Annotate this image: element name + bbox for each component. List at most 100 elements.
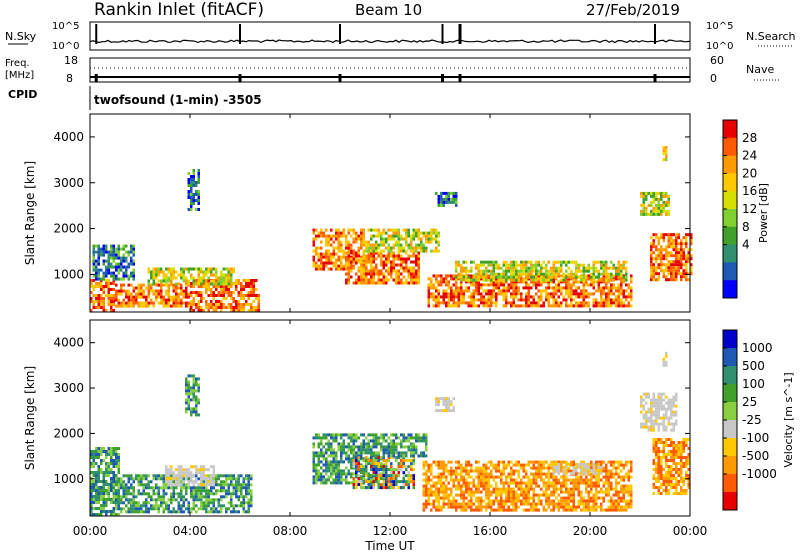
range-cell (387, 483, 390, 487)
range-cell (362, 275, 365, 279)
range-cell (685, 260, 688, 264)
range-cell (450, 292, 453, 296)
range-cell (185, 286, 188, 290)
range-cell (105, 474, 108, 477)
range-cell (475, 469, 478, 473)
range-cell (150, 286, 153, 290)
range-cell (387, 448, 390, 452)
range-cell (227, 306, 230, 309)
range-cell (415, 246, 418, 250)
range-cell (455, 493, 458, 497)
range-cell (630, 274, 633, 278)
range-cell (462, 484, 465, 488)
range-cell (625, 278, 628, 282)
range-cell (365, 472, 368, 476)
range-cell (332, 240, 335, 244)
range-cell (150, 273, 153, 277)
range-cell (467, 280, 470, 284)
range-cell (165, 471, 168, 475)
range-cell (377, 228, 380, 232)
range-cell (340, 445, 343, 449)
range-cell (187, 292, 190, 296)
range-cell (325, 451, 328, 455)
range-cell (172, 286, 175, 290)
range-cell (110, 294, 113, 297)
range-cell (395, 228, 398, 232)
range-cell (100, 268, 103, 272)
range-cell (135, 510, 138, 514)
range-cell (585, 278, 588, 282)
range-cell (515, 292, 518, 296)
range-cell (400, 278, 403, 282)
range-cell (435, 231, 438, 235)
range-cell (500, 278, 503, 282)
range-cell (202, 282, 205, 285)
range-cell (95, 471, 98, 474)
range-cell (542, 260, 545, 264)
range-cell (507, 484, 510, 488)
range-cell (387, 266, 390, 270)
range-cell (477, 263, 480, 267)
range-cell (392, 243, 395, 247)
range-cell (232, 483, 235, 487)
range-cell (542, 481, 545, 485)
range-cell (185, 483, 188, 487)
range-cell (312, 261, 315, 265)
range-cell (167, 486, 170, 490)
range-cell (362, 234, 365, 238)
range-cell (455, 194, 458, 198)
range-cell (207, 474, 210, 478)
range-cell (445, 484, 448, 488)
range-cell (360, 463, 363, 467)
range-cell (397, 281, 400, 285)
range-cell (227, 483, 230, 487)
range-cell (485, 283, 488, 287)
range-cell (497, 475, 500, 479)
range-cell (350, 481, 353, 485)
range-cell (397, 246, 400, 250)
range-cell (542, 278, 545, 282)
range-cell (675, 269, 678, 273)
range-cell (190, 465, 193, 469)
range-cell (490, 298, 493, 302)
range-cell (180, 510, 183, 514)
range-cell (535, 484, 538, 488)
range-cell (460, 496, 463, 500)
range-cell (525, 286, 528, 290)
colorbar-tick-label: 24 (742, 149, 757, 163)
range-cell (677, 248, 680, 252)
range-cell (375, 459, 378, 463)
range-cell (125, 256, 128, 260)
range-cell (457, 260, 460, 264)
range-cell (642, 206, 645, 210)
range-cell (387, 468, 390, 472)
range-cell (662, 272, 665, 276)
range-cell (357, 436, 360, 440)
range-cell (492, 266, 495, 270)
range-cell (375, 468, 378, 472)
range-cell (122, 501, 125, 505)
range-cell (110, 303, 113, 306)
range-cell (152, 486, 155, 490)
range-cell (430, 472, 433, 476)
range-cell (352, 472, 355, 476)
range-cell (397, 471, 400, 475)
range-cell (422, 493, 425, 497)
range-cell (545, 487, 548, 491)
range-cell (542, 493, 545, 497)
range-cell (432, 298, 435, 302)
range-cell (397, 240, 400, 244)
range-cell (315, 454, 318, 458)
range-cell (412, 459, 415, 463)
range-cell (355, 456, 358, 460)
range-cell (487, 496, 490, 500)
range-cell (395, 477, 398, 481)
range-cell (537, 269, 540, 273)
range-cell (102, 300, 105, 303)
range-cell (542, 466, 545, 470)
range-cell (320, 252, 323, 256)
range-cell (102, 474, 105, 477)
range-cell (427, 289, 430, 293)
range-cell (415, 260, 418, 264)
range-cell (367, 457, 370, 461)
